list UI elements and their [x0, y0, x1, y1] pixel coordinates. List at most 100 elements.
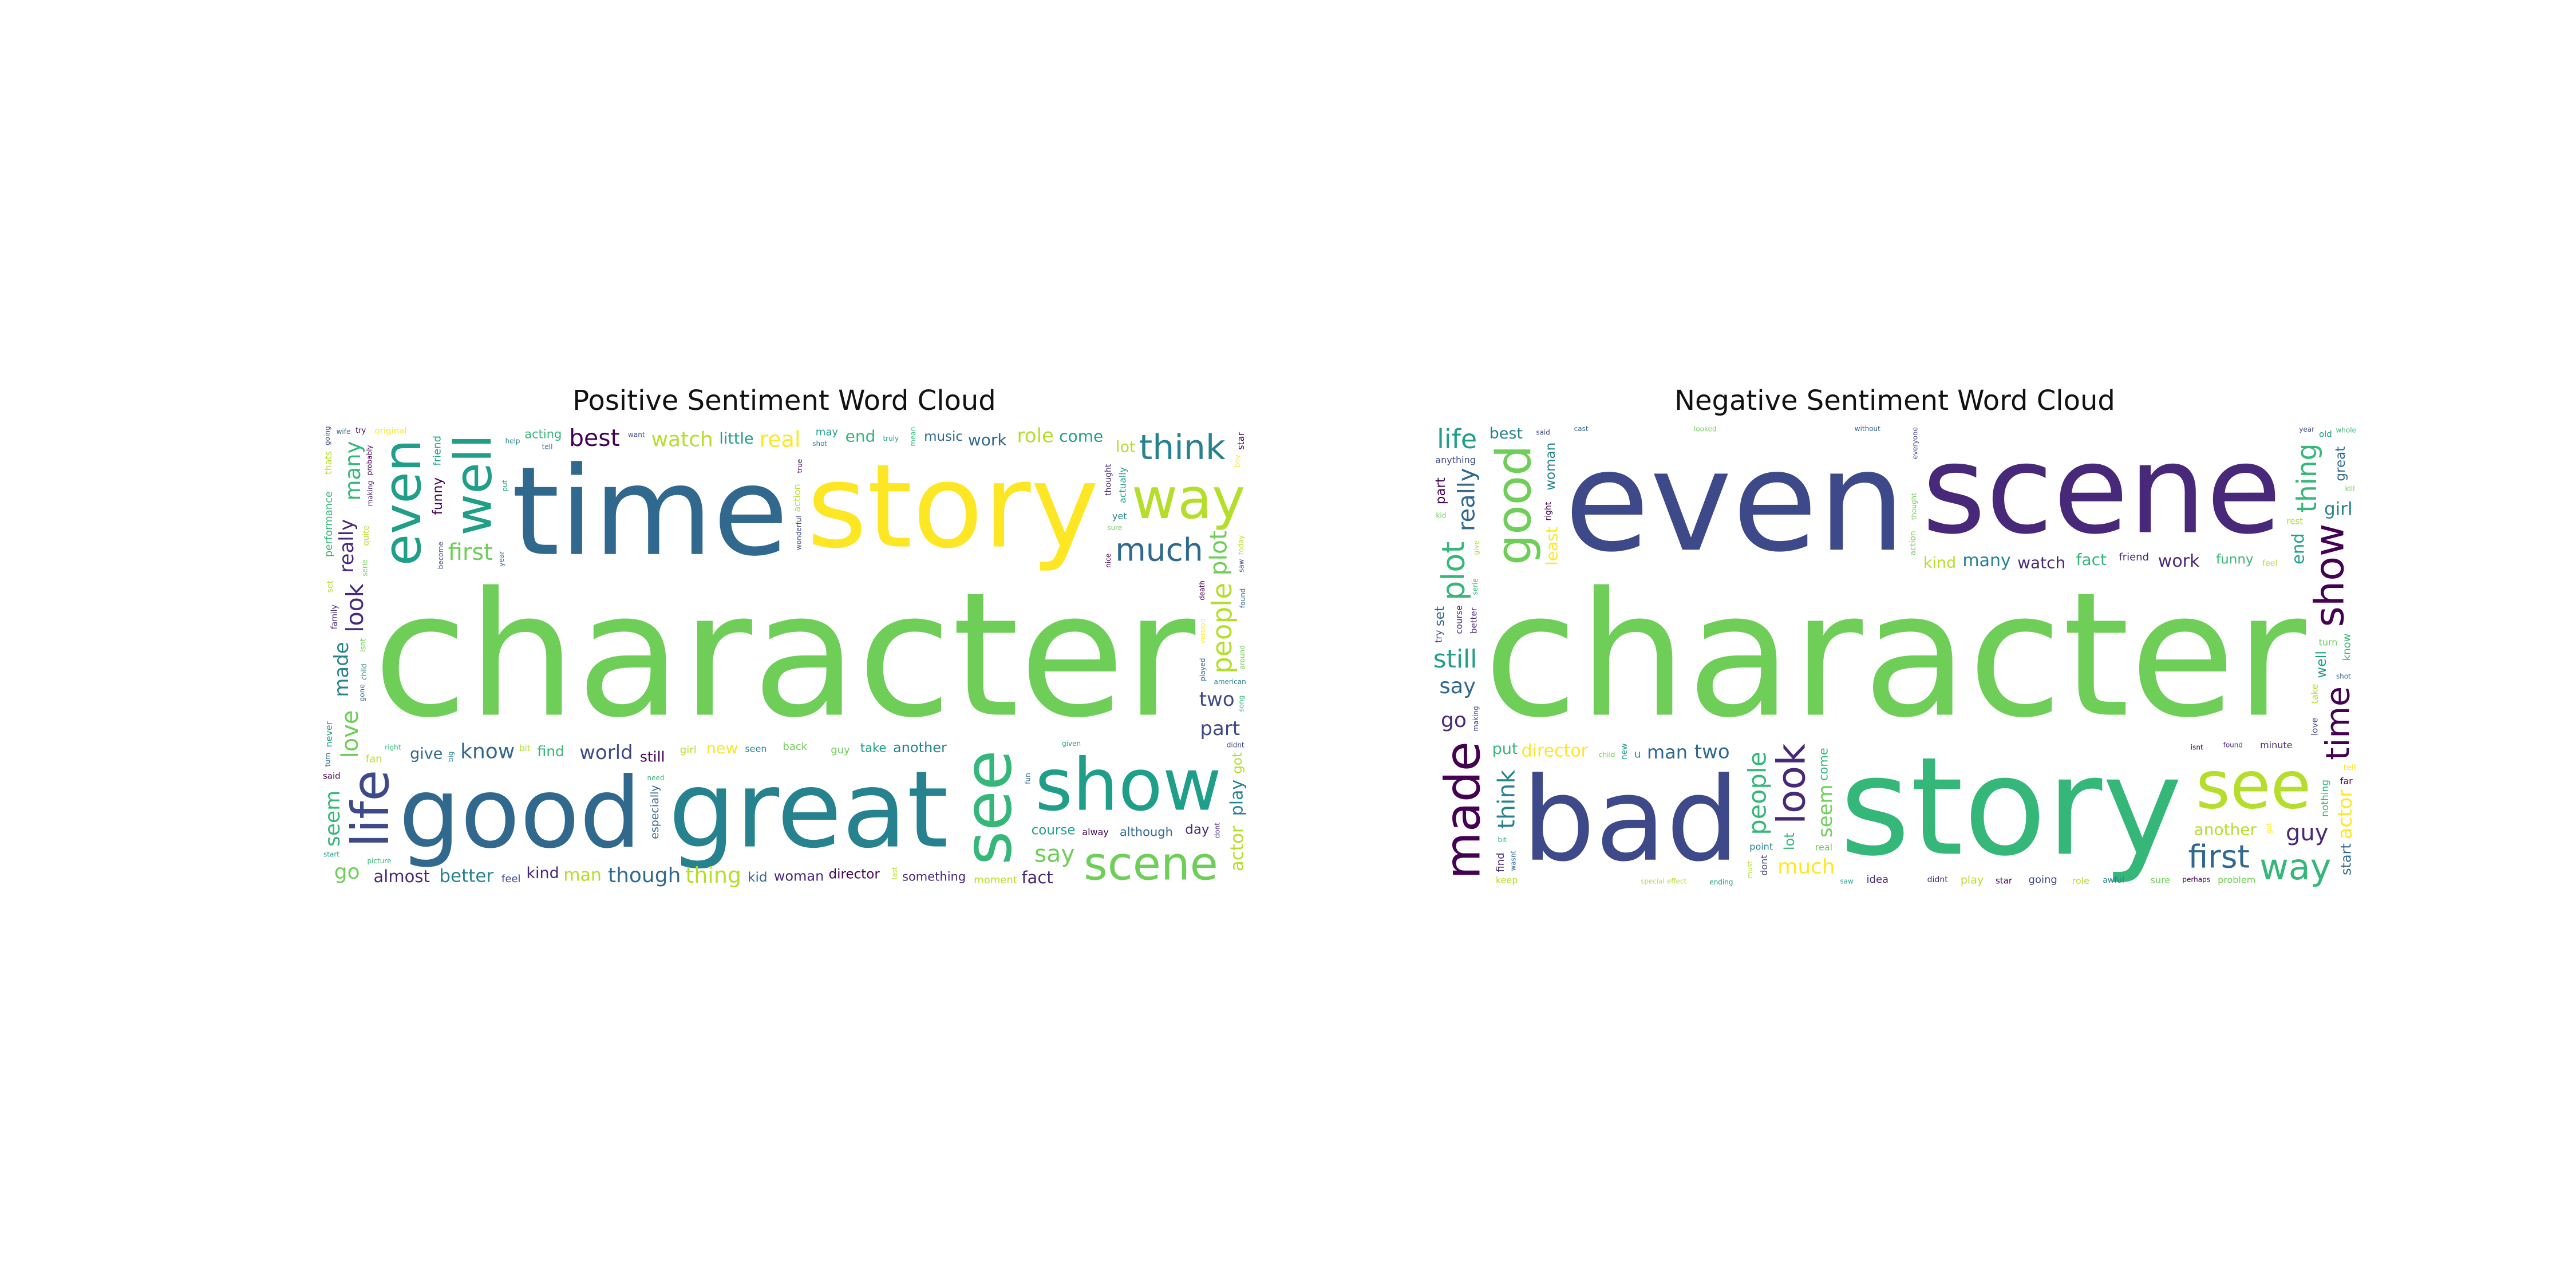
- wordcloud-word: still: [1433, 645, 1477, 674]
- wordcloud-word: acting: [524, 428, 562, 441]
- wordcloud-word: girl: [2324, 499, 2353, 520]
- wordcloud-word: fun: [1024, 773, 1032, 784]
- wordcloud-word: well: [2313, 651, 2329, 678]
- wordcloud-word: wasnt: [1510, 851, 1518, 871]
- wordcloud-word: kind: [1923, 554, 1956, 572]
- wordcloud-word: something: [902, 870, 966, 884]
- wordcloud-word: watch: [2017, 554, 2065, 572]
- wordcloud-word: making: [1472, 706, 1480, 732]
- wordcloud-word: girl: [680, 744, 697, 756]
- wordcloud-word: awful: [2103, 876, 2124, 885]
- wordcloud-word: got: [2265, 823, 2273, 834]
- wordcloud-word: cast: [1574, 425, 1589, 433]
- wordcloud-word: thought: [1104, 464, 1113, 496]
- wordcloud-word: sure: [2151, 875, 2171, 886]
- wordcloud-word: fan: [366, 753, 382, 765]
- wordcloud-word: didnt: [1227, 741, 1244, 749]
- wordcloud-word: almost: [374, 867, 430, 886]
- wordcloud-word: picture: [367, 857, 391, 865]
- wordcloud-word: lot: [1781, 832, 1797, 850]
- wordcloud-word: version: [1199, 618, 1207, 643]
- wordcloud-word: although: [1120, 825, 1173, 839]
- wordcloud-word: put: [501, 480, 509, 491]
- wordcloud-word: made: [1435, 741, 1492, 879]
- wordcloud-word: go: [1441, 709, 1467, 732]
- wordcloud-word: try: [1433, 630, 1444, 643]
- wordcloud-word: feel: [501, 873, 521, 885]
- wordcloud-word: friend: [431, 436, 443, 466]
- wordcloud-word: come: [1817, 748, 1831, 781]
- wordcloud-word: played: [1199, 658, 1207, 681]
- wordcloud-word: must: [1746, 861, 1754, 879]
- wordcloud-word: fact: [1021, 868, 1053, 887]
- wordcloud-word: know: [460, 740, 515, 763]
- wordcloud-word: turn: [324, 753, 332, 767]
- wordcloud-word: find: [1495, 852, 1507, 872]
- positive-wordcloud-title: Positive Sentiment Word Cloud: [572, 385, 996, 417]
- wordcloud-word: start: [323, 850, 339, 858]
- wordcloud-word: serie: [1471, 578, 1479, 595]
- wordcloud-word: become: [437, 542, 445, 569]
- wordcloud-word: feel: [2262, 559, 2277, 568]
- wordcloud-word: work: [968, 430, 1008, 449]
- wordcloud-word: play: [1227, 780, 1247, 816]
- wordcloud-word: child: [1599, 751, 1615, 759]
- wordcloud-word: alway: [1082, 827, 1109, 837]
- wordcloud-word: life: [1437, 424, 1477, 455]
- wordcloud-word: tell: [2344, 763, 2356, 772]
- wordcloud-word: lot: [1116, 438, 1136, 456]
- wordcloud-word: ending: [1709, 878, 1733, 886]
- wordcloud-word: know: [2341, 634, 2353, 661]
- wordcloud-word: funny: [2216, 552, 2253, 567]
- wordcloud-word: role: [1017, 425, 1053, 448]
- wordcloud-word: think: [1139, 428, 1226, 468]
- wordcloud-word: funny: [430, 477, 445, 515]
- wordcloud-word: shot: [2336, 673, 2351, 681]
- wordcloud-word: kind: [526, 864, 559, 882]
- wordcloud-word: even: [1564, 424, 1906, 583]
- wordcloud-word: love: [2309, 718, 2320, 736]
- wordcloud-word: scene: [1084, 837, 1218, 888]
- wordcloud-word: story: [1840, 728, 2183, 886]
- wordcloud-word: boy: [1234, 455, 1242, 467]
- wordcloud-word: good: [398, 757, 641, 870]
- wordcloud-word: love: [337, 710, 364, 758]
- wordcloud-word: story: [807, 439, 1099, 574]
- wordcloud-word: nothing: [2320, 780, 2331, 817]
- wordcloud-word: wonderful: [795, 516, 803, 550]
- wordcloud-word: really: [1453, 468, 1480, 532]
- wordcloud-word: everyone: [1911, 427, 1919, 459]
- wordcloud-word: mean: [909, 427, 917, 447]
- wordcloud-word: scene: [1922, 424, 2282, 562]
- wordcloud-word: director: [1522, 741, 1589, 761]
- wordcloud-word: show: [1035, 743, 1222, 827]
- wordcloud-word: perhaps: [2182, 876, 2210, 884]
- wordcloud-word: woman: [774, 868, 824, 884]
- wordcloud-word: today: [1237, 535, 1245, 555]
- positive-wordcloud-area: character time story see great good show even wa…: [321, 424, 1248, 887]
- wordcloud-word: problem: [2218, 875, 2255, 886]
- wordcloud-word: watch: [651, 428, 713, 452]
- wordcloud-word: probably: [366, 445, 374, 475]
- wordcloud-word: yet: [1112, 511, 1127, 521]
- wordcloud-word: day: [1185, 822, 1209, 837]
- wordcloud-word: great: [2333, 447, 2348, 481]
- wordcloud-word: song: [1238, 696, 1246, 712]
- wordcloud-word: music: [924, 429, 963, 444]
- wordcloud-word: another: [893, 740, 947, 756]
- wordcloud-word: death: [1198, 580, 1206, 600]
- wordcloud-word: dont: [1759, 855, 1769, 875]
- wordcloud-word: even: [373, 439, 433, 566]
- wordcloud-word: saw: [1237, 559, 1245, 572]
- wordcloud-word: idea: [1867, 874, 1889, 886]
- wordcloud-word: american: [1214, 678, 1246, 686]
- wordcloud-word: actor: [1227, 825, 1248, 871]
- wordcloud-word: found: [1239, 588, 1247, 608]
- wordcloud-word: best: [1490, 425, 1523, 442]
- wordcloud-word: going: [323, 426, 331, 445]
- wordcloud-word: kid: [1436, 512, 1446, 520]
- wordcloud-word: end: [2288, 533, 2308, 564]
- wordcloud-word: star: [1996, 875, 2013, 886]
- wordcloud-word: first: [2188, 838, 2249, 875]
- wordcloud-word: saw: [1840, 878, 1854, 886]
